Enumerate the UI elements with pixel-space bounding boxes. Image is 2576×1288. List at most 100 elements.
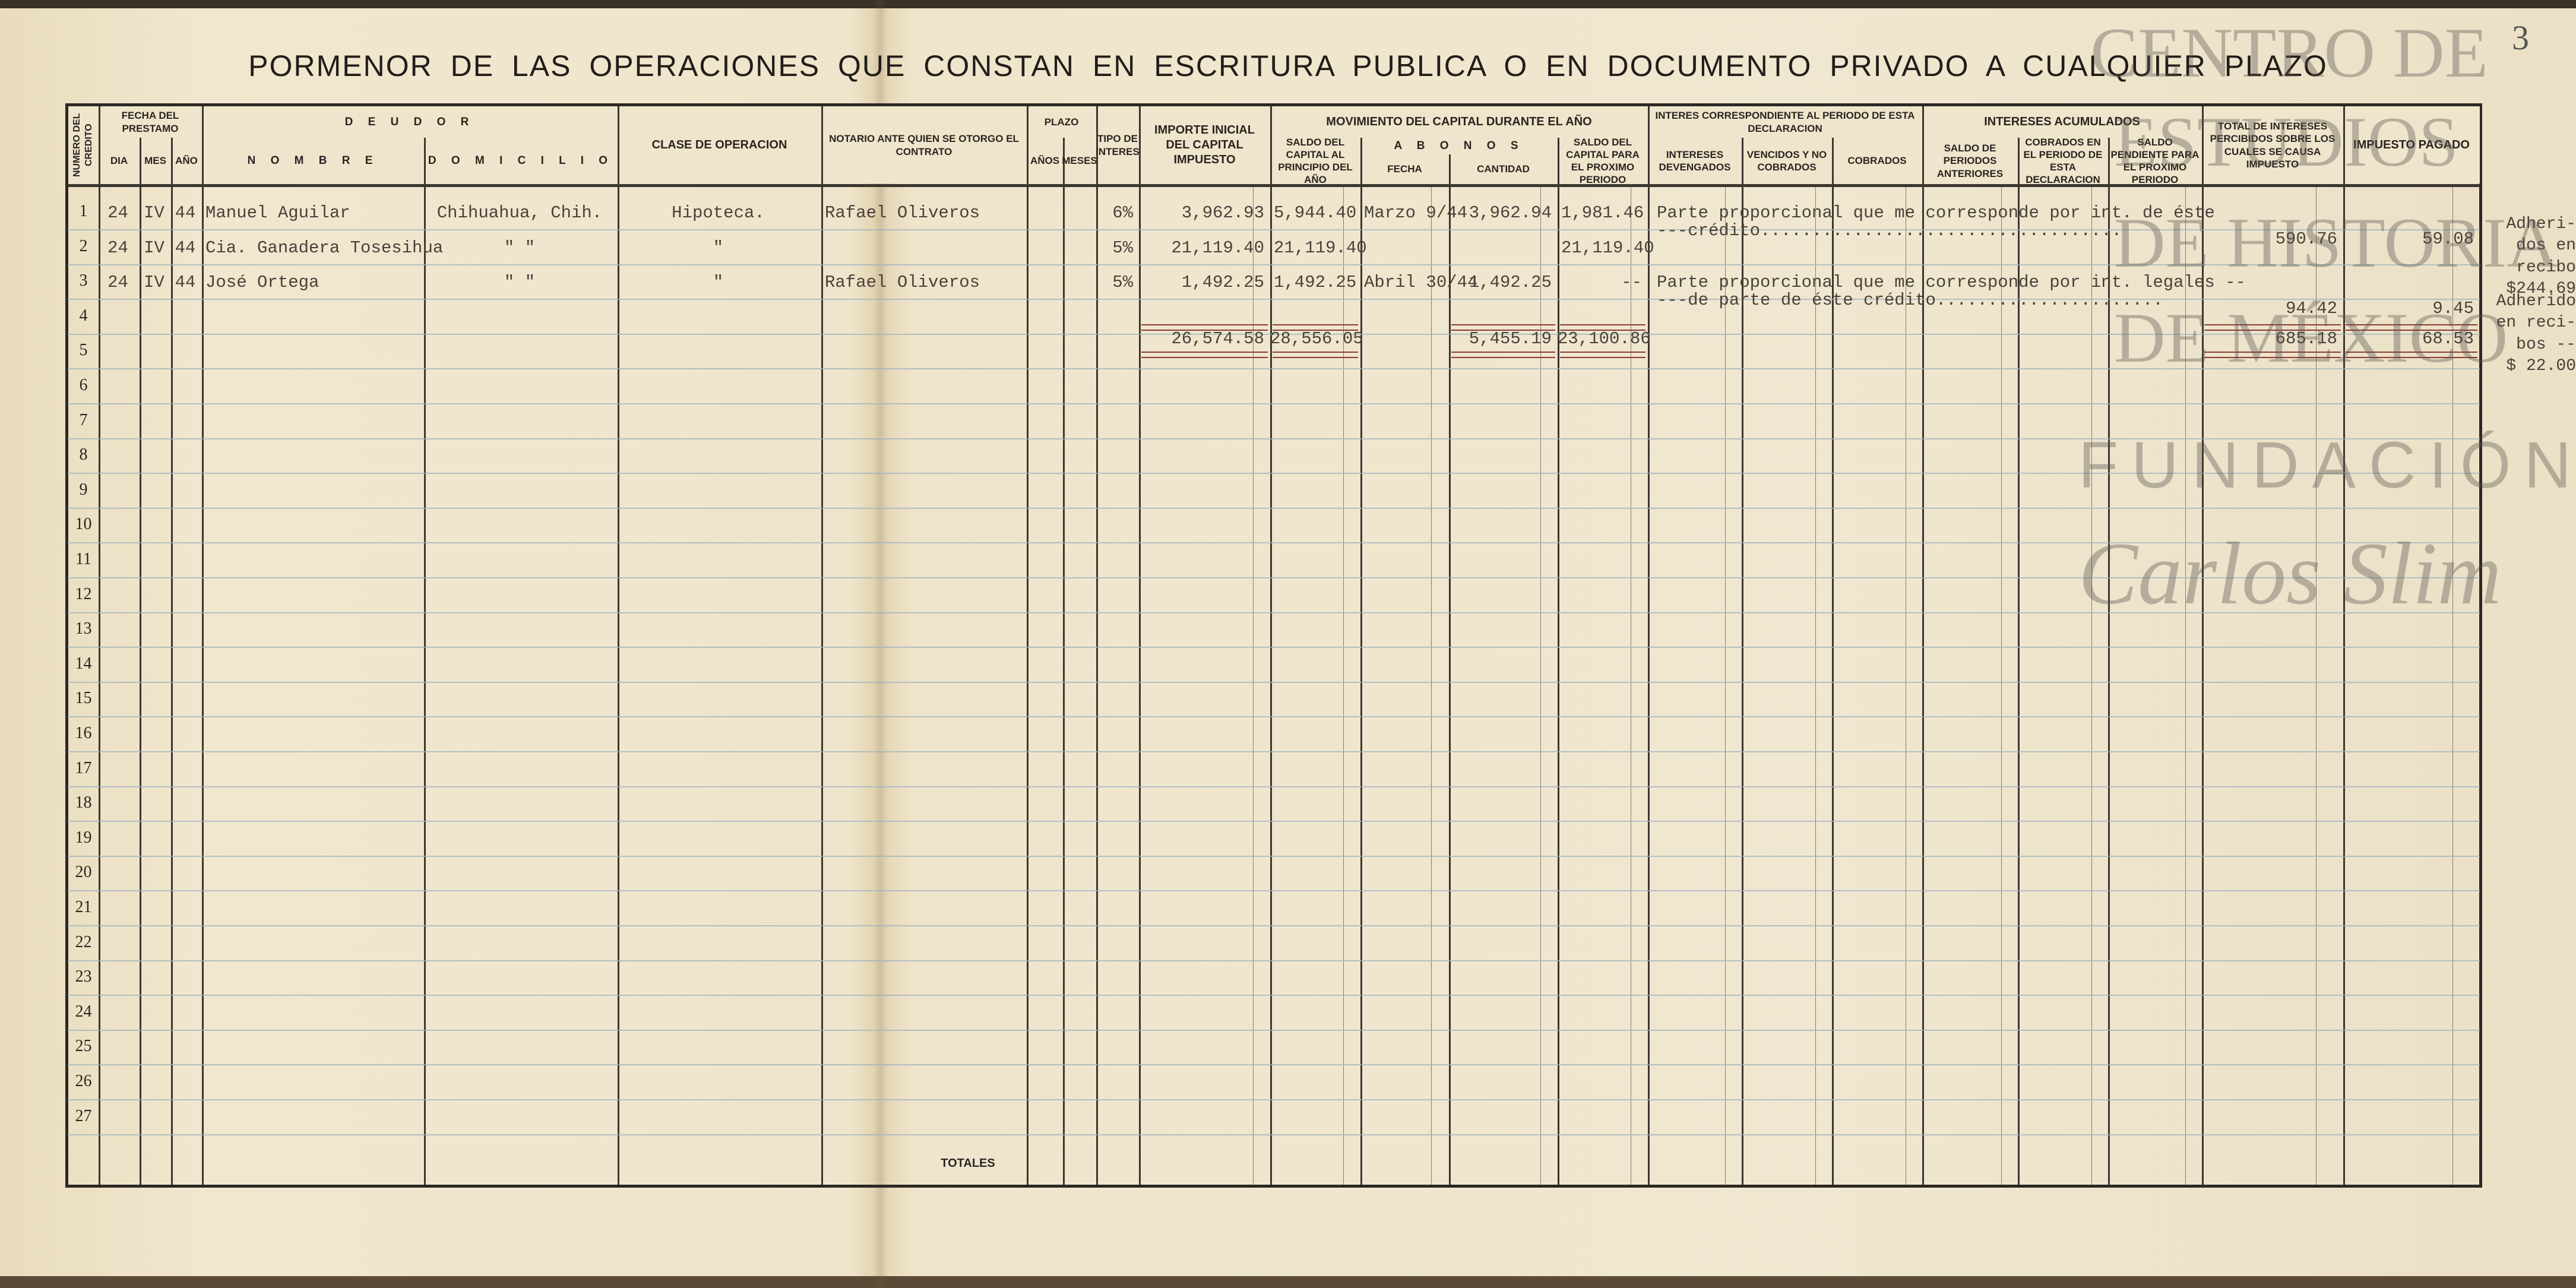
- margin-note: Adherido en reci- bos -- $ 22.00: [2496, 292, 2576, 376]
- column-divider: [424, 106, 426, 1185]
- column-header-impuesto: IMPUESTO PAGADO: [2353, 138, 2470, 151]
- row-number: 5: [79, 341, 88, 360]
- column-divider: [171, 106, 173, 1185]
- interest-note: ---crédito..............................…: [1657, 221, 2122, 240]
- cell-fecha: Abril 30/44: [1364, 273, 1478, 293]
- row-rule: [68, 438, 2480, 439]
- column-header-nombre: N O M B R E: [247, 154, 379, 167]
- page-fold: [873, 0, 888, 1288]
- cell-clase: ": [713, 238, 724, 258]
- header-span-bg: [1065, 138, 1096, 183]
- row-number: 2: [79, 236, 88, 255]
- column-divider: [202, 106, 204, 1185]
- cell-fecha: Marzo 9/44: [1364, 203, 1468, 223]
- cell-domicilio: " ": [504, 238, 536, 258]
- header-span-bg: [1924, 106, 2202, 138]
- total-rule: [1560, 324, 1645, 331]
- column-header-movimiento: MOVIMIENTO DEL CAPITAL DURANTE EL AÑO: [1326, 115, 1592, 128]
- interest-note: ---de parte de éste crédito.............…: [1657, 290, 2163, 311]
- row-number: 22: [75, 932, 92, 951]
- interest-note: Parte proporcional que me corresponde po…: [1657, 203, 2215, 223]
- total-rule: [1141, 351, 1268, 358]
- total-impuesto: 68.53: [2422, 328, 2474, 349]
- column-header-total-intereses: TOTAL DE INTERESES PERCIBIDOS SOBRE LOS …: [2210, 121, 2336, 170]
- column-header-fecha: FECHA: [1387, 163, 1422, 175]
- column-header-mes: MES: [144, 155, 166, 167]
- table-frame: [65, 103, 2482, 1188]
- cell-impuesto: 59.08: [2422, 229, 2474, 249]
- column-header-ano: AÑO: [175, 155, 198, 167]
- column-header-cobrados: COBRADOS: [1847, 155, 1907, 167]
- row-number: 18: [75, 793, 92, 812]
- row-rule: [68, 1064, 2480, 1066]
- column-divider: [1096, 106, 1098, 1185]
- row-rule: [68, 542, 2480, 544]
- cell-notario: Rafael Oliveros: [825, 273, 980, 293]
- cell-tipo: 5%: [1112, 273, 1133, 293]
- row-rule: [68, 960, 2480, 961]
- row-number: 12: [75, 584, 92, 603]
- cell-saldo-principio: 21,119.40: [1274, 238, 1367, 258]
- cell-saldo-principio: 5,944.40: [1274, 203, 1357, 223]
- header-span-bg: [2020, 138, 2108, 183]
- header-span-bg: [2110, 138, 2202, 183]
- cents-divider: [2001, 184, 2002, 1185]
- row-rule: [68, 473, 2480, 474]
- row-rule: [68, 264, 2480, 265]
- row-number: 11: [75, 550, 91, 568]
- cell-notario: Rafael Oliveros: [825, 203, 980, 223]
- column-header-importe: IMPORTE INICIAL DEL CAPITAL IMPUESTO: [1154, 124, 1255, 166]
- column-divider: [1139, 106, 1141, 1185]
- row-number: 7: [79, 410, 88, 429]
- cell-ano: 44: [175, 273, 196, 293]
- cell-tipo: 6%: [1112, 203, 1133, 223]
- column-divider: [1270, 106, 1272, 1185]
- header-span-bg: [1559, 138, 1648, 183]
- header-span-bg: [619, 106, 821, 183]
- scan-edge-top: [0, 0, 2576, 8]
- column-header-plazo: PLAZO: [1044, 116, 1079, 128]
- row-rule: [68, 1134, 2480, 1135]
- column-divider: [2202, 106, 2204, 1185]
- total-rule: [2204, 351, 2341, 358]
- total-cantidad: 5,455.19: [1469, 328, 1552, 349]
- column-header-clase: CLASE DE OPERACION: [651, 138, 787, 151]
- column-divider: [618, 106, 619, 1185]
- cell-nombre: Manuel Aguilar: [205, 203, 350, 223]
- column-header-dia: DIA: [110, 155, 128, 167]
- header-span-bg: [100, 106, 202, 138]
- row-number: 3: [79, 271, 88, 290]
- total-importe: 26,574.58: [1171, 328, 1264, 349]
- column-divider: [821, 106, 823, 1185]
- header-span-bg: [1451, 154, 1558, 183]
- page-number: 3: [2512, 18, 2529, 57]
- header-span-bg: [426, 138, 618, 183]
- page-title: PORMENOR DE LAS OPERACIONES QUE CONSTAN …: [248, 49, 2328, 83]
- row-number: 21: [75, 898, 92, 916]
- column-divider: [1063, 106, 1065, 1185]
- cell-nombre: Cia. Ganadera Tosesihua: [205, 238, 444, 258]
- row-rule: [68, 403, 2480, 404]
- row-rule: [68, 1099, 2480, 1100]
- row-number: 26: [75, 1072, 92, 1090]
- column-header-notario: NOTARIO ANTE QUIEN SE OTORGO EL CONTRATO: [829, 133, 1019, 157]
- row-rule: [68, 299, 2480, 300]
- column-header-numero: NUMERO DEL CREDITO: [72, 113, 94, 178]
- row-number: 19: [75, 828, 92, 847]
- cents-divider: [1343, 184, 1344, 1185]
- header-span-bg: [204, 106, 618, 138]
- row-number: 10: [75, 515, 92, 534]
- row-rule: [68, 368, 2480, 370]
- row-rule: [68, 751, 2480, 752]
- cents-divider: [1253, 184, 1254, 1185]
- total-rule: [1141, 324, 1268, 331]
- column-header-deudor: D E U D O R: [344, 115, 475, 128]
- cell-mes: IV: [144, 238, 164, 258]
- column-header-fecha-prestamo: FECHA DEL PRESTAMO: [121, 110, 179, 134]
- cell-importe: 21,119.40: [1171, 238, 1264, 258]
- header-span-bg: [1743, 138, 1832, 183]
- row-number: 4: [79, 306, 88, 325]
- row-number: 8: [79, 445, 88, 464]
- cell-clase: ": [713, 273, 724, 293]
